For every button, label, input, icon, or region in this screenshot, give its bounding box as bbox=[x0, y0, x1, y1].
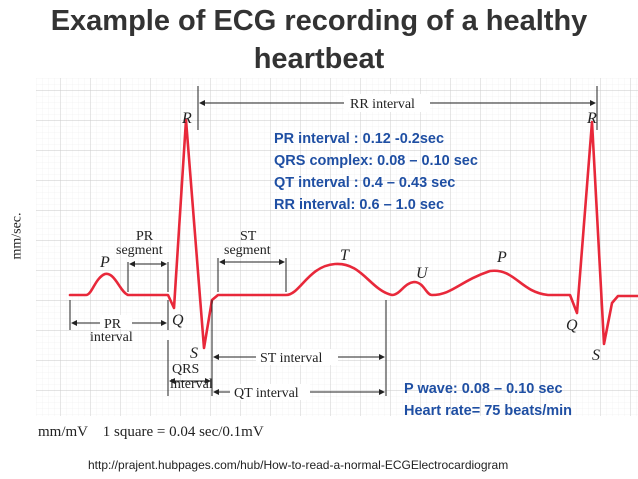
wave-t-label: T bbox=[340, 247, 350, 264]
page-title: Example of ECG recording of a healthy he… bbox=[0, 2, 638, 78]
ecg-trace bbox=[68, 118, 638, 350]
source-url: http://prajent.hubpages.com/hub/How-to-r… bbox=[88, 458, 509, 472]
wave-p2-label: P bbox=[496, 249, 507, 266]
wave-r1-label: R bbox=[181, 110, 192, 127]
qt-interval-label: QT interval bbox=[234, 386, 299, 401]
wave-s2-label: S bbox=[592, 347, 600, 364]
pr-segment-label-2: segment bbox=[116, 243, 163, 258]
st-interval-label: ST interval bbox=[260, 351, 322, 366]
st-segment-label-1: ST bbox=[240, 229, 257, 244]
wave-q1-label: Q bbox=[172, 312, 184, 329]
wave-u-label: U bbox=[416, 265, 429, 282]
wave-note-line-1: P wave: 0.08 – 0.10 sec bbox=[404, 381, 563, 397]
st-segment-label-2: segment bbox=[224, 243, 271, 258]
qrs-interval-label-2: interval bbox=[170, 377, 213, 392]
wave-p1-label: P bbox=[99, 254, 110, 271]
rr-interval-label: RR interval bbox=[350, 97, 415, 112]
intervals-note-line-1: PR interval : 0.12 -0.2sec bbox=[274, 131, 445, 147]
intervals-note: PR interval : 0.12 -0.2sec QRS complex: … bbox=[274, 128, 478, 216]
pr-segment-label-1: PR bbox=[136, 229, 154, 244]
wave-q2-label: Q bbox=[566, 317, 578, 334]
title-line-1: Example of ECG recording of a healthy bbox=[50, 5, 588, 37]
title-line-2: heartbeat bbox=[253, 43, 385, 75]
intervals-note-line-4: RR interval: 0.6 – 1.0 sec bbox=[274, 197, 445, 213]
intervals-note-line-3: QT interval : 0.4 – 0.43 sec bbox=[274, 175, 456, 191]
wave-note: P wave: 0.08 – 0.10 sec Heart rate= 75 b… bbox=[404, 378, 636, 422]
pr-interval-label-2: interval bbox=[90, 330, 133, 345]
intervals-note-line-2: QRS complex: 0.08 – 0.10 sec bbox=[274, 153, 478, 169]
wave-note-line-2: Heart rate= 75 beats/min bbox=[404, 403, 573, 419]
wave-r2-label: R bbox=[586, 110, 597, 127]
scale-note: mm/mV 1 square = 0.04 sec/0.1mV bbox=[38, 424, 264, 440]
pr-interval-label-1: PR bbox=[104, 317, 122, 332]
wave-s1-label: S bbox=[190, 345, 198, 362]
y-axis-label: mm/sec. bbox=[9, 212, 25, 260]
qrs-interval-label-1: QRS bbox=[172, 362, 199, 377]
